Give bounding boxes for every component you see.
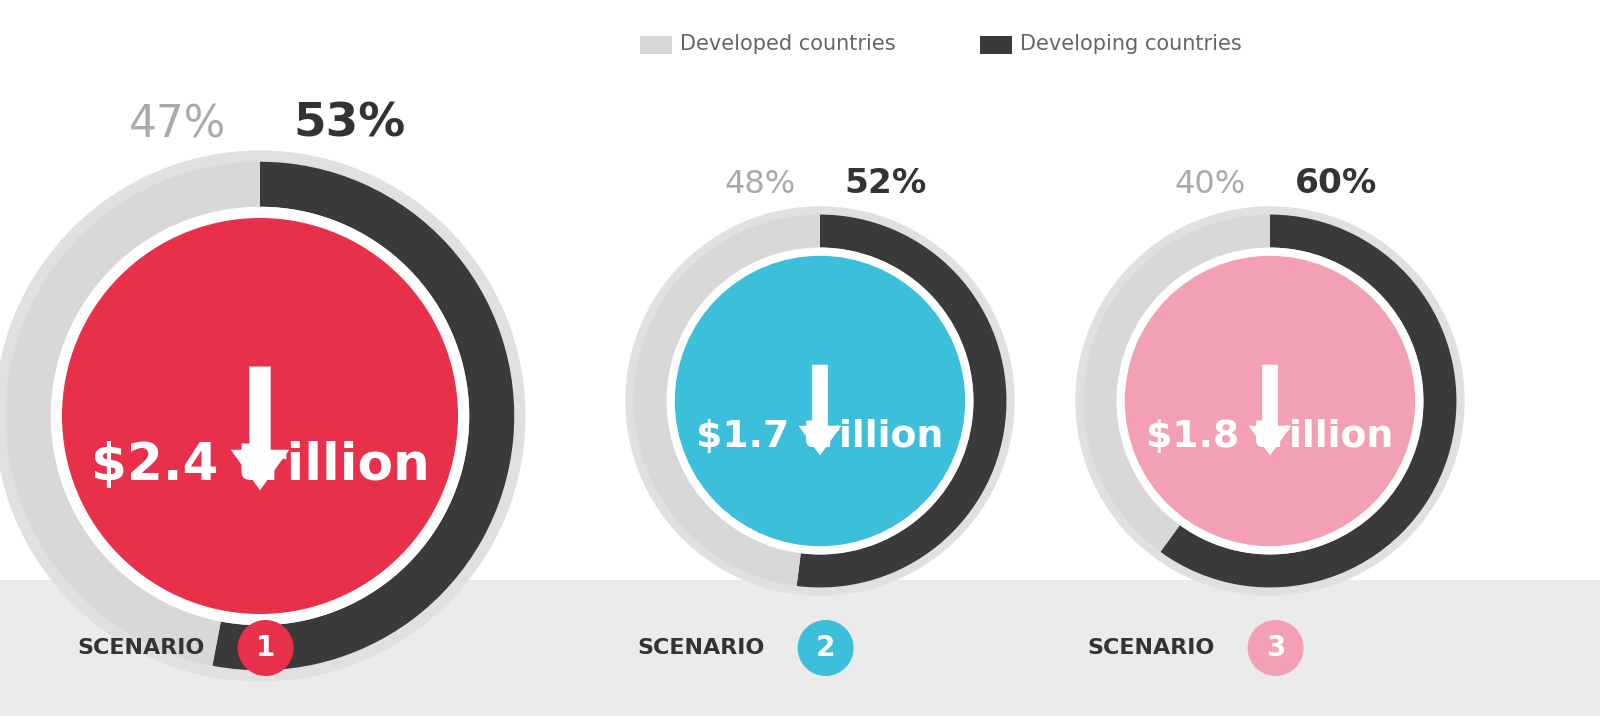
- Text: SCENARIO: SCENARIO: [1088, 638, 1214, 658]
- FancyArrow shape: [230, 367, 290, 490]
- Text: Developed countries: Developed countries: [680, 34, 896, 54]
- Wedge shape: [797, 215, 1006, 587]
- Text: SCENARIO: SCENARIO: [638, 638, 765, 658]
- Wedge shape: [1083, 215, 1270, 552]
- Text: $2.4 trillion: $2.4 trillion: [91, 440, 429, 490]
- Circle shape: [62, 218, 458, 614]
- Text: $1.7 trillion: $1.7 trillion: [696, 420, 944, 455]
- Text: Developing countries: Developing countries: [1021, 34, 1242, 54]
- Wedge shape: [213, 162, 514, 670]
- Text: 3: 3: [1266, 634, 1285, 662]
- Circle shape: [626, 206, 1014, 596]
- FancyArrow shape: [798, 364, 842, 455]
- FancyArrow shape: [1248, 364, 1291, 455]
- Wedge shape: [6, 162, 259, 666]
- Text: 53%: 53%: [294, 102, 406, 147]
- Text: 40%: 40%: [1174, 168, 1245, 200]
- Circle shape: [1248, 620, 1304, 676]
- Text: 52%: 52%: [845, 167, 926, 200]
- Circle shape: [1075, 206, 1464, 596]
- Wedge shape: [1160, 215, 1456, 587]
- Text: $1.8 trillion: $1.8 trillion: [1146, 420, 1394, 455]
- Text: SCENARIO: SCENARIO: [78, 638, 205, 658]
- Circle shape: [667, 248, 973, 554]
- Wedge shape: [634, 215, 819, 586]
- Circle shape: [797, 620, 854, 676]
- Circle shape: [0, 150, 525, 682]
- Circle shape: [51, 207, 469, 625]
- Circle shape: [675, 256, 965, 546]
- Text: 60%: 60%: [1294, 167, 1378, 200]
- Text: 47%: 47%: [130, 104, 226, 147]
- Circle shape: [238, 620, 294, 676]
- Text: 1: 1: [256, 634, 275, 662]
- Text: 2: 2: [816, 634, 835, 662]
- Circle shape: [1125, 256, 1416, 546]
- Bar: [640, 36, 672, 54]
- Text: 48%: 48%: [723, 168, 795, 200]
- Bar: [0, 580, 1600, 716]
- Bar: [979, 36, 1013, 54]
- Circle shape: [1117, 248, 1424, 554]
